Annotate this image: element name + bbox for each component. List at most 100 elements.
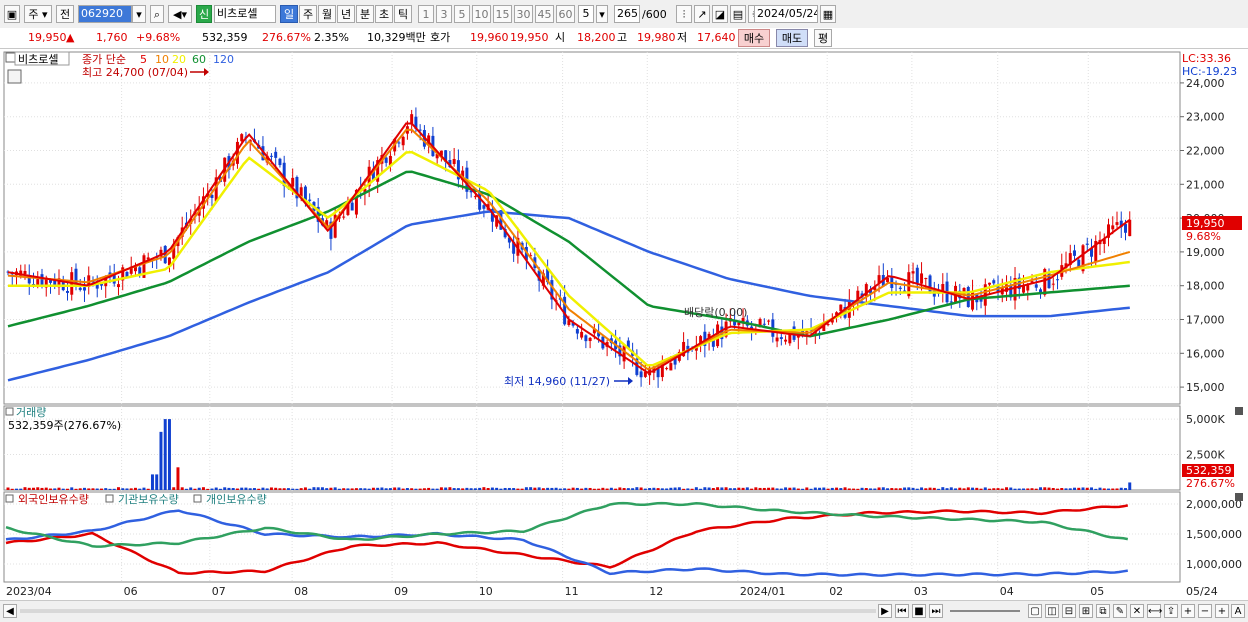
sell-button[interactable]: 매도 <box>776 29 808 47</box>
interval-15-button[interactable]: 15 <box>493 5 512 23</box>
candle-body <box>19 270 23 276</box>
volume-bar <box>1043 487 1047 490</box>
draw-icon[interactable]: ✎ <box>1113 604 1127 618</box>
volume-bar <box>189 487 193 490</box>
interval-dropdown-icon[interactable]: ▾ <box>596 5 608 23</box>
volume-bar <box>1064 488 1068 490</box>
volume-bar <box>248 488 252 490</box>
buy-button[interactable]: 매수 <box>738 29 770 47</box>
candle-body <box>988 282 992 285</box>
count-input[interactable]: 265 <box>614 5 640 23</box>
x-tick-label: 05/24 <box>1186 585 1218 598</box>
scroll-left-icon[interactable]: ◀ <box>3 604 17 618</box>
interval-1-button[interactable]: 1 <box>418 5 434 23</box>
zoom-out-icon[interactable]: − <box>1198 604 1212 618</box>
candle-body <box>235 141 239 164</box>
volume-bar <box>639 487 643 490</box>
candle-body <box>546 268 550 283</box>
interval-5-button[interactable]: 5 <box>454 5 470 23</box>
candle-body <box>1039 289 1043 293</box>
export-icon[interactable]: ⇪ <box>1164 604 1178 618</box>
eval-button[interactable]: 평 <box>814 29 832 47</box>
lock-icon[interactable]: ◪ <box>712 5 728 23</box>
volume-bar <box>648 488 652 490</box>
bottom-scrollbar[interactable]: ◀ ▶ ⏮ ■ ⏭ ▢ ◫ ⊟ ⊞ ⧉ ✎ ✕ ⟷ ⇪ + − + A <box>0 600 1248 622</box>
candle-body <box>1111 225 1115 230</box>
change-value: 1,760 <box>96 31 128 44</box>
volume-bar <box>520 488 524 490</box>
volume-bar <box>597 488 601 490</box>
ruler-icon[interactable]: ⟷ <box>1147 604 1163 618</box>
window-menu-icon[interactable]: ▣ <box>4 5 20 23</box>
calendar-icon[interactable]: ▦ <box>820 5 836 23</box>
dividend-note: 배당락(0.00) <box>684 306 747 319</box>
volume-bar <box>839 488 843 490</box>
candle-body <box>427 135 431 145</box>
search-icon[interactable]: ⌕ <box>150 5 164 23</box>
volume-bar <box>23 487 27 490</box>
zoom-in-icon[interactable]: + <box>1181 604 1195 618</box>
rewind-icon[interactable]: ⏮ <box>895 604 909 618</box>
period-minute-button[interactable]: 분 <box>356 5 374 23</box>
font-size-icon[interactable]: A <box>1231 604 1245 618</box>
volume-bar <box>427 487 431 490</box>
scroll-right-icon[interactable]: ▶ <box>878 604 892 618</box>
volume-bar <box>894 488 898 490</box>
plus-icon[interactable]: + <box>1215 604 1229 618</box>
date-input[interactable]: 2024/05/24 <box>754 5 818 23</box>
period-day-button[interactable]: 일 <box>280 5 298 23</box>
cross-icon[interactable]: ✕ <box>1130 604 1144 618</box>
volume-value-label: 532,359주(276.67%) <box>8 419 121 432</box>
volume-bar <box>826 488 830 490</box>
layout-3-icon[interactable]: ⊟ <box>1062 604 1076 618</box>
volume-bar <box>1111 488 1115 490</box>
candle-body <box>567 320 571 325</box>
scroll-track[interactable] <box>20 609 876 613</box>
interval-3-button[interactable]: 3 <box>436 5 452 23</box>
layout-1-icon[interactable]: ▢ <box>1028 604 1042 618</box>
interval-input[interactable]: 5 <box>578 5 594 23</box>
code-dropdown-icon[interactable]: ▾ <box>132 5 146 23</box>
volume-bar <box>172 487 176 490</box>
interval-30-button[interactable]: 30 <box>514 5 533 23</box>
interval-10-button[interactable]: 10 <box>472 5 491 23</box>
period-month-button[interactable]: 월 <box>318 5 336 23</box>
sound-icon[interactable]: ◀▾ <box>168 5 192 23</box>
layout-5-icon[interactable]: ⧉ <box>1096 604 1110 618</box>
save-icon[interactable]: ▤ <box>730 5 746 23</box>
volume-bar <box>533 487 537 490</box>
candle-body <box>903 290 907 292</box>
layout-2-icon[interactable]: ◫ <box>1045 604 1059 618</box>
candle-body <box>65 291 69 293</box>
period-dropdown[interactable]: 주 ▾ <box>24 5 52 23</box>
candle-icon[interactable]: ⫶ <box>676 5 692 23</box>
compare-button[interactable]: 전 <box>56 5 74 23</box>
volume-bar <box>380 487 384 490</box>
stock-chart[interactable]: 2023/04 06 07 08 09 10 11 12 2024/01 02 03 04 05 05/2… <box>0 48 1248 600</box>
interval-45-button[interactable]: 45 <box>535 5 554 23</box>
holding-close-icon <box>1235 493 1243 501</box>
volume-last-tag: 532,359 <box>1186 464 1232 477</box>
candle-body <box>418 129 422 131</box>
trend-icon[interactable]: ↗ <box>694 5 710 23</box>
candle-body <box>626 340 630 349</box>
stock-code-input[interactable]: 062920 <box>78 5 132 23</box>
ask-price-1: 19,960 <box>470 31 509 44</box>
stock-name-field[interactable]: 비츠로셀 <box>214 5 276 23</box>
period-tick-button[interactable]: 틱 <box>394 5 412 23</box>
x-tick-label: 08 <box>294 585 308 598</box>
candle-body <box>1090 248 1093 257</box>
candle-body <box>784 339 788 342</box>
stop-icon[interactable]: ■ <box>912 604 926 618</box>
period-week-button[interactable]: 주 <box>299 5 317 23</box>
layout-4-icon[interactable]: ⊞ <box>1079 604 1093 618</box>
period-year-button[interactable]: 년 <box>337 5 355 23</box>
candle-body <box>371 168 375 181</box>
volume-bar <box>1022 488 1026 490</box>
candle-body <box>138 267 142 275</box>
zoom-slider[interactable] <box>950 610 1020 612</box>
period-second-button[interactable]: 초 <box>375 5 393 23</box>
fast-forward-icon[interactable]: ⏭ <box>929 604 943 618</box>
candle-body <box>949 301 953 303</box>
interval-60-button[interactable]: 60 <box>556 5 575 23</box>
